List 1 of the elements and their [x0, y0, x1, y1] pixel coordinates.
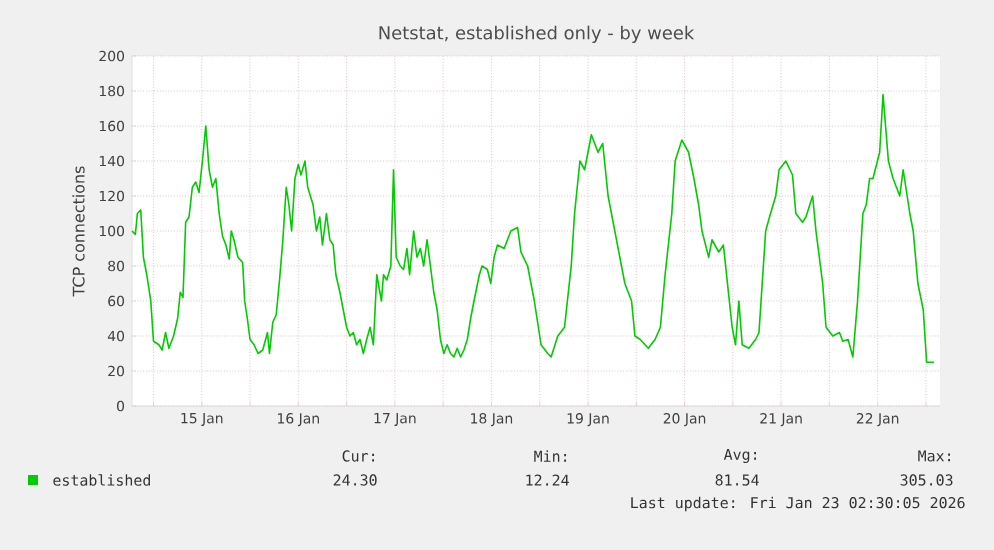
chart-title: Netstat, established only - by week: [379, 25, 695, 43]
